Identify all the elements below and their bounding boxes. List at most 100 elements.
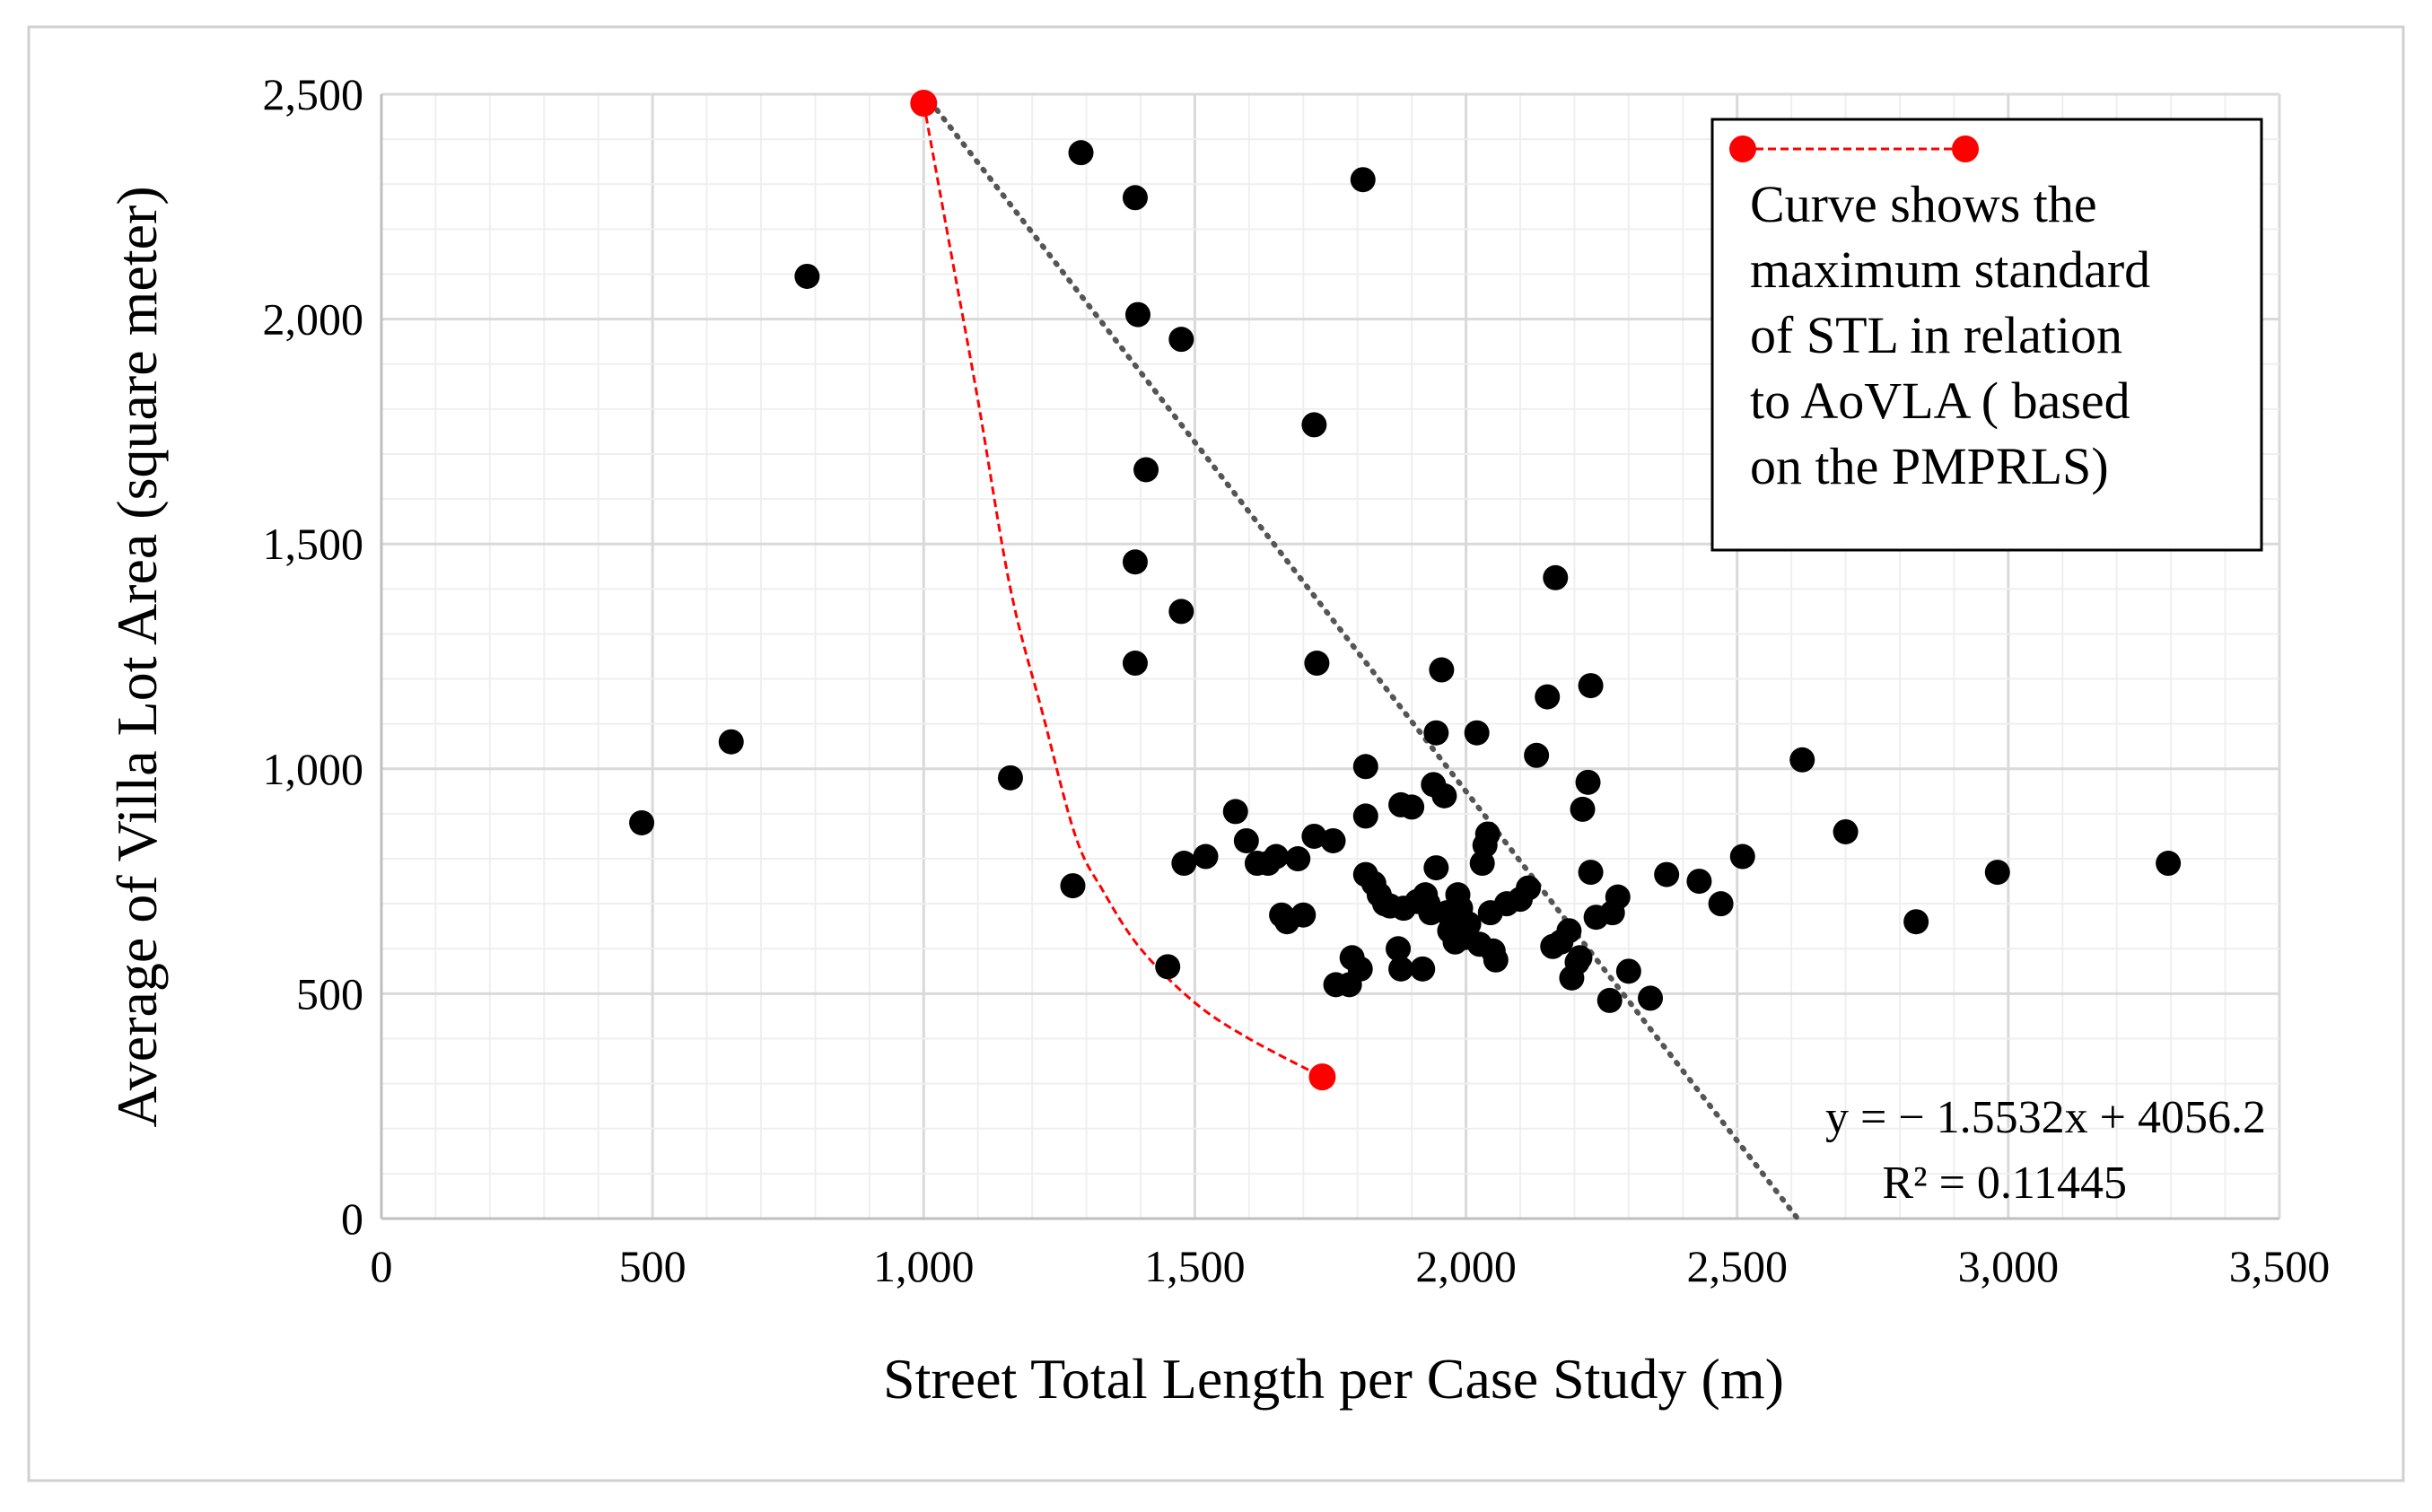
legend-line-1: Curve shows the [1750, 175, 2097, 233]
data-point [1155, 954, 1181, 980]
y-tick-label: 500 [296, 968, 363, 1018]
data-point [1543, 564, 1569, 590]
data-point [2156, 851, 2182, 877]
data-point [1301, 823, 1327, 849]
data-point [1193, 843, 1219, 870]
y-tick-label: 2,500 [263, 69, 364, 119]
y-tick-label: 2,000 [263, 294, 364, 345]
data-point [1605, 884, 1631, 910]
legend-line-5: on the PMPRLS) [1750, 437, 2109, 495]
data-point [1399, 794, 1425, 820]
data-point [1464, 720, 1490, 746]
data-point [1524, 742, 1550, 768]
y-tick-label: 1,500 [263, 519, 364, 569]
data-point [1320, 827, 1346, 853]
data-point [1903, 909, 1929, 935]
data-point [1833, 818, 1859, 844]
data-point [1410, 956, 1436, 982]
legend-box [1710, 118, 2263, 552]
data-point [1290, 902, 1317, 928]
data-point [629, 809, 655, 835]
max-standard-curve [922, 102, 1324, 1079]
data-point [1535, 684, 1561, 710]
x-tick-label: 1,000 [873, 1241, 975, 1291]
data-point [1556, 918, 1582, 944]
y-tick-labels: 0 500 1,000 1,500 2,000 2,500 [263, 69, 364, 1244]
x-tick-label: 3,000 [1958, 1241, 2060, 1291]
data-point [1168, 599, 1194, 625]
data-point [1984, 860, 2010, 886]
data-point [1686, 869, 1712, 895]
data-point [1171, 851, 1197, 877]
data-point [1423, 855, 1449, 881]
x-axis-title: Street Total Length per Case Study (m) [883, 1347, 1784, 1411]
data-point [1068, 140, 1094, 166]
y-tick-label: 0 [341, 1193, 363, 1244]
data-point [1264, 843, 1290, 870]
data-point [1483, 947, 1509, 973]
y-tick-label: 1,000 [263, 744, 364, 794]
data-point [1570, 796, 1596, 822]
legend: Curve shows the maximum standard of STL … [1710, 118, 2263, 552]
data-point [1060, 873, 1086, 899]
x-tick-label: 1,500 [1144, 1241, 1246, 1291]
data-point [1168, 327, 1194, 353]
data-point [1474, 821, 1500, 847]
data-point [1350, 167, 1376, 193]
data-point [1597, 987, 1623, 1013]
data-point [1352, 803, 1378, 829]
data-point [1578, 673, 1604, 699]
legend-line-4: to AoVLA ( based [1750, 371, 2130, 430]
data-point [1347, 956, 1373, 982]
data-point [1386, 936, 1412, 962]
data-point [1124, 302, 1150, 328]
data-point [1285, 846, 1311, 872]
data-point [1122, 549, 1148, 575]
trendline-r-squared: R² = 0.11445 [1882, 1158, 2127, 1209]
data-point [1729, 843, 1755, 870]
data-point [1431, 782, 1457, 808]
data-point [1578, 860, 1604, 886]
data-point [1304, 651, 1330, 677]
data-point [1388, 956, 1414, 982]
trendline [921, 90, 1801, 1222]
trendline-layer [921, 90, 1801, 1222]
x-tick-label: 0 [371, 1241, 393, 1291]
legend-line-2: maximum standard [1750, 240, 2150, 299]
data-point [1301, 412, 1327, 438]
x-tick-label: 2,500 [1686, 1241, 1788, 1291]
axes [380, 94, 2279, 1220]
x-tick-label: 500 [619, 1241, 687, 1291]
x-tick-label: 3,500 [2229, 1241, 2331, 1291]
data-point [1133, 457, 1159, 483]
data-point [1122, 185, 1148, 211]
x-tick-label: 2,000 [1415, 1241, 1517, 1291]
data-point [794, 263, 820, 289]
data-point [1638, 985, 1664, 1011]
curve-endpoint-start [910, 90, 938, 118]
trendline-equation: y = − 1.5532x + 4056.2 [1825, 1092, 2266, 1143]
curve-layer [910, 90, 1336, 1091]
data-point [718, 729, 744, 755]
data-point [1516, 875, 1542, 901]
data-point [1423, 720, 1449, 746]
data-point [1654, 861, 1680, 887]
data-point [1222, 799, 1248, 825]
legend-marker-end [1952, 135, 1979, 162]
data-point [1789, 747, 1815, 773]
y-axis-title: Average of Villa Lot Area (square meter) [105, 186, 169, 1127]
data-point [1456, 911, 1482, 937]
x-tick-labels: 0 500 1,000 1,500 2,000 2,500 3,000 3,500 [371, 1241, 2331, 1291]
data-point [1567, 945, 1593, 971]
legend-marker-start [1729, 135, 1756, 162]
data-point [1122, 651, 1148, 677]
data-point [1708, 891, 1734, 917]
data-point [1233, 827, 1259, 853]
legend-line-3: of STL in relation [1750, 306, 2122, 364]
curve-endpoint-end [1308, 1063, 1336, 1091]
data-point [1352, 754, 1378, 780]
data-point [1615, 958, 1641, 984]
data-points [629, 140, 2182, 1013]
